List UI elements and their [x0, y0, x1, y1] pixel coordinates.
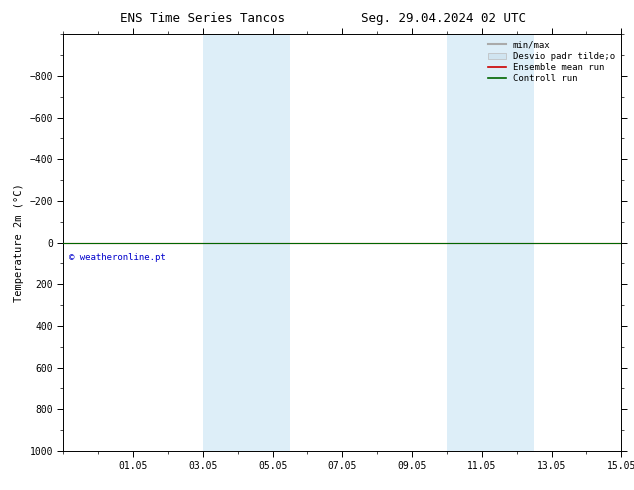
Legend: min/max, Desvio padr tilde;o, Ensemble mean run, Controll run: min/max, Desvio padr tilde;o, Ensemble m…	[486, 39, 617, 85]
Text: © weatheronline.pt: © weatheronline.pt	[69, 253, 165, 262]
Text: ENS Time Series Tancos: ENS Time Series Tancos	[120, 12, 285, 25]
Bar	[203, 34, 238, 451]
Y-axis label: Temperature 2m (°C): Temperature 2m (°C)	[14, 183, 24, 302]
Bar	[238, 34, 290, 451]
Bar	[447, 34, 482, 451]
Text: Seg. 29.04.2024 02 UTC: Seg. 29.04.2024 02 UTC	[361, 12, 526, 25]
Bar	[482, 34, 534, 451]
